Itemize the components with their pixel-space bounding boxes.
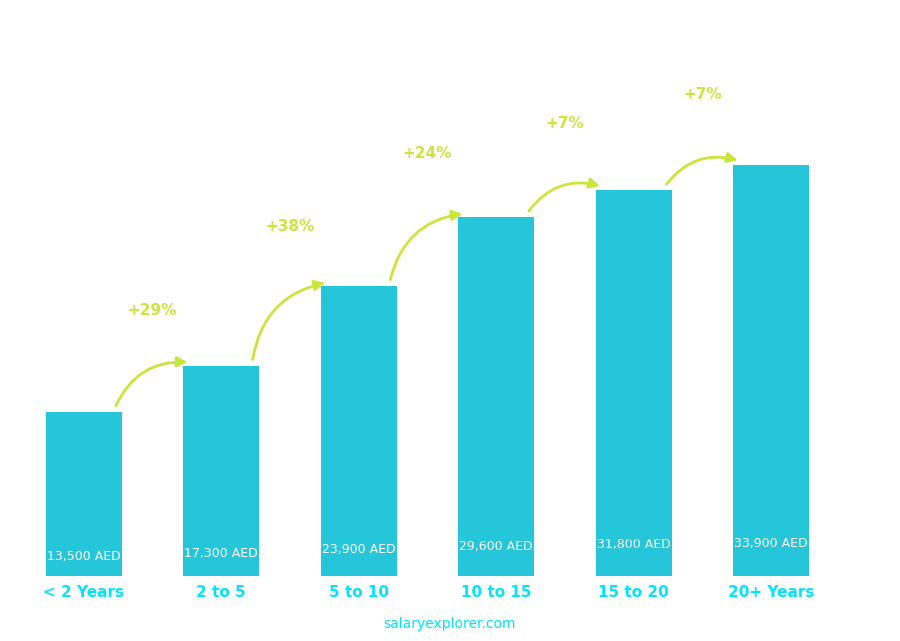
Text: Interventional Radiographer: Interventional Radiographer <box>36 69 310 87</box>
Bar <box>184 366 259 576</box>
Bar <box>46 412 122 576</box>
Text: 17,300 AED: 17,300 AED <box>184 547 258 560</box>
Text: +7%: +7% <box>545 116 584 131</box>
Bar <box>321 286 397 576</box>
Bar <box>596 190 671 576</box>
Text: 33,900 AED: 33,900 AED <box>734 537 808 550</box>
Text: Average Monthly Salary: Average Monthly Salary <box>873 254 883 387</box>
Text: 13,500 AED: 13,500 AED <box>47 549 121 563</box>
Bar <box>734 165 809 576</box>
Text: 31,800 AED: 31,800 AED <box>597 538 670 551</box>
Bar <box>458 217 534 576</box>
Text: +24%: +24% <box>403 146 452 161</box>
Text: +29%: +29% <box>128 303 177 317</box>
Text: 23,900 AED: 23,900 AED <box>322 544 396 556</box>
Text: 29,600 AED: 29,600 AED <box>459 540 533 553</box>
Text: +7%: +7% <box>683 87 722 102</box>
Text: +38%: +38% <box>266 219 315 234</box>
Text: salaryexplorer.com: salaryexplorer.com <box>383 617 517 631</box>
Text: Salary Comparison By Experience: Salary Comparison By Experience <box>23 47 599 76</box>
